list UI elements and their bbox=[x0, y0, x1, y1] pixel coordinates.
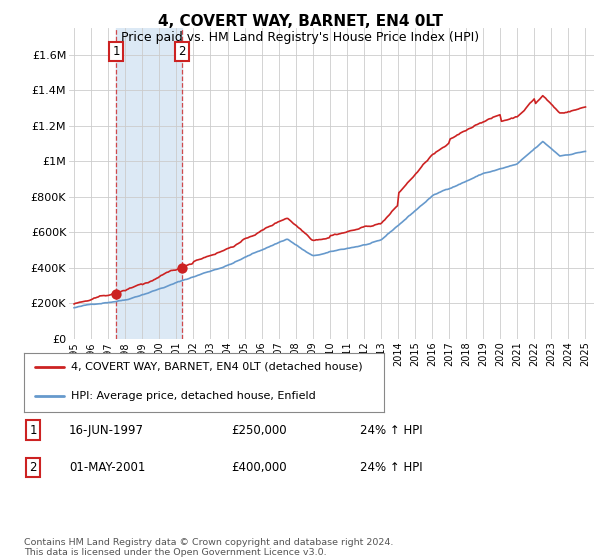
Text: 16-JUN-1997: 16-JUN-1997 bbox=[69, 423, 144, 437]
Text: Contains HM Land Registry data © Crown copyright and database right 2024.
This d: Contains HM Land Registry data © Crown c… bbox=[24, 538, 394, 557]
Text: 1: 1 bbox=[29, 423, 37, 437]
Text: HPI: Average price, detached house, Enfield: HPI: Average price, detached house, Enfi… bbox=[71, 391, 316, 402]
Point bbox=[177, 263, 187, 272]
Text: 24% ↑ HPI: 24% ↑ HPI bbox=[360, 423, 422, 437]
Text: 4, COVERT WAY, BARNET, EN4 0LT: 4, COVERT WAY, BARNET, EN4 0LT bbox=[157, 14, 443, 29]
Text: Price paid vs. HM Land Registry's House Price Index (HPI): Price paid vs. HM Land Registry's House … bbox=[121, 31, 479, 44]
Text: 01-MAY-2001: 01-MAY-2001 bbox=[69, 461, 145, 474]
Point bbox=[111, 290, 121, 299]
Text: 2: 2 bbox=[178, 45, 186, 58]
Text: 2: 2 bbox=[29, 461, 37, 474]
Text: 24% ↑ HPI: 24% ↑ HPI bbox=[360, 461, 422, 474]
Bar bbox=[116, 28, 182, 339]
Text: £250,000: £250,000 bbox=[231, 423, 287, 437]
Text: £400,000: £400,000 bbox=[231, 461, 287, 474]
Text: 4, COVERT WAY, BARNET, EN4 0LT (detached house): 4, COVERT WAY, BARNET, EN4 0LT (detached… bbox=[71, 362, 362, 372]
Text: 1: 1 bbox=[112, 45, 120, 58]
